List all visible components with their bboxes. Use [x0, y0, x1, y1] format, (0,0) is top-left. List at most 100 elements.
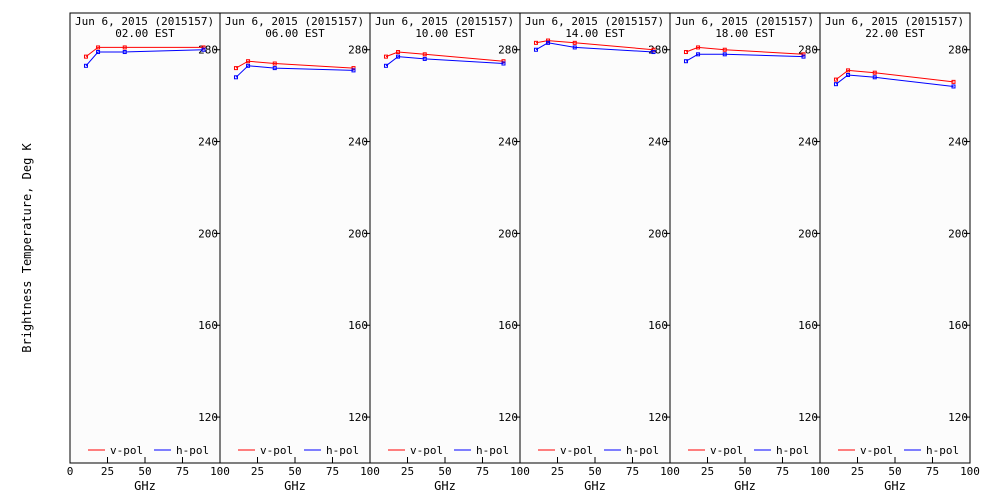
legend-label-v-pol: v-pol: [560, 444, 593, 457]
x-tick-label: 100: [960, 465, 980, 478]
panel-subtitle: 14.00 EST: [565, 27, 625, 40]
legend: v-pol h-pol: [388, 444, 509, 457]
legend: v-pol h-pol: [538, 444, 659, 457]
legend-label-h-pol: h-pol: [926, 444, 959, 457]
panel-title: Jun 6, 2015 (2015157): [75, 15, 214, 28]
data-point-h-pol: [651, 50, 656, 55]
panel-title: Jun 6, 2015 (2015157): [675, 15, 814, 28]
data-point-h-pol: [546, 40, 551, 45]
data-point-h-pol: [833, 82, 838, 87]
y-tick-label: 240: [348, 136, 368, 149]
x-axis-label: GHz: [434, 479, 456, 493]
data-point-v-pol: [233, 66, 238, 71]
y-tick-label: 160: [198, 319, 218, 332]
y-tick-label: 280: [498, 44, 518, 57]
data-point-v-pol: [951, 79, 956, 84]
panel-subtitle: 10.00 EST: [415, 27, 475, 40]
plot-frame: [669, 12, 821, 464]
y-tick-label: 280: [948, 44, 968, 57]
y-tick-label: 160: [798, 319, 818, 332]
x-tick-label: 50: [738, 465, 751, 478]
data-point-v-pol: [351, 66, 356, 71]
data-point-v-pol: [383, 54, 388, 59]
x-tick-label: 100: [360, 465, 380, 478]
data-point-v-pol: [651, 47, 656, 52]
legend-label-v-pol: v-pol: [260, 444, 293, 457]
x-tick-label: 50: [288, 465, 301, 478]
data-point-h-pol: [246, 63, 251, 68]
series-line-v-pol: [685, 46, 804, 55]
series-line-h-pol: [385, 56, 504, 67]
data-point-h-pol: [272, 66, 277, 71]
data-point-v-pol: [83, 54, 88, 59]
panel-title: Jun 6, 2015 (2015157): [375, 15, 514, 28]
x-axis-label: GHz: [134, 479, 156, 493]
plot-frame: [369, 12, 521, 464]
x-tick-label: 100: [510, 465, 530, 478]
x-tick-label: 100: [210, 465, 230, 478]
x-tick-label: 25: [701, 465, 714, 478]
panel-5: Jun 6, 2015 (2015157)18.00 EST 120 160 200 2…: [669, 12, 830, 493]
x-tick-label: 75: [926, 465, 939, 478]
legend-label-v-pol: v-pol: [710, 444, 743, 457]
data-point-h-pol: [96, 50, 101, 55]
legend: v-pol h-pol: [688, 444, 809, 457]
plot-frame: [819, 12, 971, 464]
data-point-h-pol: [722, 52, 727, 57]
x-axis-label: GHz: [734, 479, 756, 493]
series-line-v-pol: [85, 46, 204, 57]
y-tick-label: 160: [948, 319, 968, 332]
y-tick-label: 200: [948, 227, 968, 240]
legend-label-h-pol: h-pol: [626, 444, 659, 457]
data-point-v-pol: [422, 52, 427, 57]
series-line-v-pol: [535, 40, 654, 51]
x-tick-label: 75: [476, 465, 489, 478]
panel-1: Jun 6, 2015 (2015157)02.00 EST 120 160 200 2…: [67, 12, 230, 493]
y-tick-label: 280: [348, 44, 368, 57]
data-point-h-pol: [83, 63, 88, 68]
x-tick-label: 75: [776, 465, 789, 478]
data-point-v-pol: [572, 40, 577, 45]
data-point-v-pol: [246, 59, 251, 64]
data-point-v-pol: [722, 47, 727, 52]
series-line-h-pol: [85, 49, 204, 67]
legend-label-h-pol: h-pol: [176, 444, 209, 457]
panel-4: Jun 6, 2015 (2015157)14.00 EST 120 160 200 2…: [519, 12, 680, 493]
data-point-h-pol: [396, 54, 401, 59]
legend-label-v-pol: v-pol: [410, 444, 443, 457]
y-tick-label: 120: [948, 411, 968, 424]
data-point-v-pol: [501, 59, 506, 64]
panel-3: Jun 6, 2015 (2015157)10.00 EST 120 160 200 2…: [369, 12, 530, 493]
panel-2: Jun 6, 2015 (2015157)06.00 EST 120 160 200 2…: [219, 12, 380, 493]
panel-6: Jun 6, 2015 (2015157)22.00 EST 120 160 200 2…: [819, 12, 980, 493]
x-tick-label: 50: [138, 465, 151, 478]
x-tick-label: 75: [176, 465, 189, 478]
series-line-v-pol: [835, 69, 954, 83]
x-tick-label: 75: [626, 465, 639, 478]
y-tick-label: 120: [798, 411, 818, 424]
y-tick-label: 200: [198, 227, 218, 240]
legend: v-pol h-pol: [88, 444, 209, 457]
x-axis-label: GHz: [884, 479, 906, 493]
data-point-v-pol: [96, 45, 101, 50]
data-point-v-pol: [396, 50, 401, 55]
y-tick-label: 200: [348, 227, 368, 240]
x-tick-label: 25: [401, 465, 414, 478]
data-point-v-pol: [533, 40, 538, 45]
panel-subtitle: 18.00 EST: [715, 27, 775, 40]
legend: v-pol h-pol: [238, 444, 359, 457]
data-point-v-pol: [683, 50, 688, 55]
data-point-v-pol: [546, 38, 551, 43]
x-tick-label: 0: [67, 465, 74, 478]
y-tick-label: 200: [498, 227, 518, 240]
panel-subtitle: 06.00 EST: [265, 27, 325, 40]
x-tick-label: 75: [326, 465, 339, 478]
x-tick-label: 25: [851, 465, 864, 478]
series-line-h-pol: [685, 53, 804, 62]
data-point-h-pol: [201, 47, 206, 52]
legend-label-h-pol: h-pol: [476, 444, 509, 457]
legend-label-v-pol: v-pol: [110, 444, 143, 457]
x-tick-label: 25: [101, 465, 114, 478]
panel-title: Jun 6, 2015 (2015157): [825, 15, 964, 28]
legend-label-h-pol: h-pol: [326, 444, 359, 457]
